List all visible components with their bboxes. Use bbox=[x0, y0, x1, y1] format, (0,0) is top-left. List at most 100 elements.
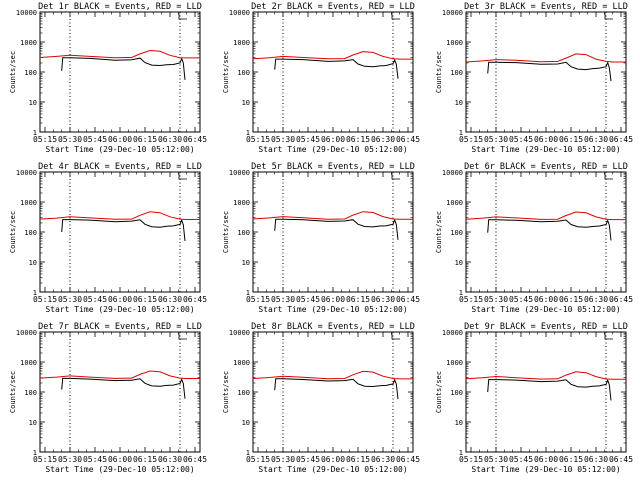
x-tick-label: 05:30 bbox=[58, 135, 82, 144]
x-axis-label: Start Time (29-Dec-10 05:12:00) bbox=[471, 305, 620, 314]
x-axis-label: Start Time (29-Dec-10 05:12:00) bbox=[471, 145, 620, 154]
x-tick-label: 06:15 bbox=[346, 455, 370, 464]
y-tick-label: 1000 bbox=[20, 39, 37, 47]
plot-frame bbox=[39, 171, 201, 293]
x-tick-label: 05:45 bbox=[83, 295, 107, 304]
y-axis-label: Counts/sec bbox=[9, 51, 17, 93]
series-lld-line bbox=[465, 53, 626, 63]
x-tick-label: 06:45 bbox=[396, 135, 420, 144]
x-tick-label: 06:15 bbox=[559, 295, 583, 304]
panel-title: Det 4r BLACK = Events, RED = LLD bbox=[38, 162, 202, 172]
y-tick-label: 100 bbox=[24, 229, 37, 237]
y-tick-label: 10000 bbox=[442, 9, 463, 17]
y-tick-label: 10 bbox=[455, 419, 463, 427]
x-tick-label: 05:45 bbox=[296, 135, 320, 144]
x-tick-label: 06:15 bbox=[133, 295, 157, 304]
y-tick-label: 1 bbox=[33, 449, 37, 457]
plot-frame bbox=[465, 11, 627, 133]
x-tick-label: 05:30 bbox=[58, 295, 82, 304]
x-tick-label: 06:30 bbox=[158, 135, 182, 144]
x-axis-label: Start Time (29-Dec-10 05:12:00) bbox=[258, 305, 407, 314]
x-tick-label: 06:30 bbox=[584, 135, 608, 144]
y-tick-label: 1000 bbox=[233, 199, 250, 207]
x-tick-label: 06:30 bbox=[371, 135, 395, 144]
y-axis-label: Counts/sec bbox=[222, 211, 230, 253]
y-tick-label: 1 bbox=[459, 289, 463, 297]
x-tick-label: 06:00 bbox=[534, 135, 558, 144]
panel-det-5: Det 5r BLACK = Events, RED = LLD 1 10 100 10… bbox=[222, 162, 420, 314]
panel-title: Det 7r BLACK = Events, RED = LLD bbox=[38, 322, 202, 332]
x-axis-label: Start Time (29-Dec-10 05:12:00) bbox=[258, 465, 407, 474]
x-tick-label: 05:45 bbox=[296, 295, 320, 304]
x-tick-label: 06:15 bbox=[559, 135, 583, 144]
y-tick-label: 10 bbox=[29, 259, 37, 267]
panel-title: Det 8r BLACK = Events, RED = LLD bbox=[251, 322, 415, 332]
y-tick-label: 100 bbox=[450, 69, 463, 77]
y-tick-label: 10 bbox=[29, 99, 37, 107]
x-tick-label: 05:15 bbox=[459, 295, 483, 304]
x-tick-label: 06:45 bbox=[396, 455, 420, 464]
marker-bracket bbox=[604, 173, 613, 180]
panel-title: Det 1r BLACK = Events, RED = LLD bbox=[38, 2, 202, 12]
x-tick-label: 05:15 bbox=[246, 455, 270, 464]
y-tick-label: 100 bbox=[237, 229, 250, 237]
y-tick-label: 1000 bbox=[20, 359, 37, 367]
x-tick-label: 06:00 bbox=[321, 295, 345, 304]
y-tick-label: 10000 bbox=[229, 169, 250, 177]
x-tick-label: 05:45 bbox=[83, 455, 107, 464]
x-tick-label: 06:45 bbox=[183, 455, 207, 464]
x-tick-label: 06:00 bbox=[321, 135, 345, 144]
y-tick-label: 100 bbox=[24, 389, 37, 397]
panel-title: Det 6r BLACK = Events, RED = LLD bbox=[464, 162, 628, 172]
x-tick-label: 06:00 bbox=[108, 135, 132, 144]
series-events-line bbox=[487, 219, 612, 241]
y-tick-label: 100 bbox=[450, 389, 463, 397]
x-tick-label: 06:00 bbox=[108, 295, 132, 304]
y-tick-label: 10000 bbox=[442, 169, 463, 177]
panel-title: Det 2r BLACK = Events, RED = LLD bbox=[251, 2, 415, 12]
series-lld-line bbox=[252, 51, 413, 60]
panel-det-6: Det 6r BLACK = Events, RED = LLD 1 10 100 10… bbox=[435, 162, 633, 314]
x-tick-label: 06:45 bbox=[609, 295, 633, 304]
y-tick-label: 1 bbox=[33, 129, 37, 137]
y-tick-label: 10 bbox=[242, 99, 250, 107]
panel-det-1: Det 1r BLACK = Events, RED = LLD 1 10 100 10… bbox=[9, 2, 207, 154]
marker-bracket bbox=[604, 13, 613, 20]
x-tick-label: 06:00 bbox=[534, 455, 558, 464]
x-tick-label: 06:30 bbox=[158, 455, 182, 464]
x-tick-label: 05:45 bbox=[509, 455, 533, 464]
x-tick-label: 05:45 bbox=[509, 135, 533, 144]
x-tick-label: 05:15 bbox=[246, 135, 270, 144]
series-events-line bbox=[61, 377, 186, 399]
series-events-line bbox=[61, 57, 186, 80]
x-tick-label: 06:00 bbox=[108, 455, 132, 464]
y-tick-label: 1000 bbox=[446, 39, 463, 47]
x-axis-label: Start Time (29-Dec-10 05:12:00) bbox=[45, 305, 194, 314]
x-tick-label: 05:30 bbox=[484, 295, 508, 304]
series-lld-line bbox=[252, 370, 413, 380]
series-lld-line bbox=[39, 370, 200, 379]
y-tick-label: 10000 bbox=[442, 329, 463, 337]
series-events-line bbox=[274, 378, 399, 400]
x-tick-label: 05:30 bbox=[271, 135, 295, 144]
y-tick-label: 1000 bbox=[233, 359, 250, 367]
y-tick-label: 10000 bbox=[16, 169, 37, 177]
y-tick-label: 1 bbox=[459, 449, 463, 457]
panel-det-4: Det 4r BLACK = Events, RED = LLD 1 10 100 10… bbox=[9, 162, 207, 314]
x-tick-label: 05:15 bbox=[33, 135, 57, 144]
x-tick-label: 05:15 bbox=[33, 295, 57, 304]
marker-bracket bbox=[604, 333, 613, 340]
x-tick-label: 05:30 bbox=[484, 135, 508, 144]
x-tick-label: 06:45 bbox=[183, 135, 207, 144]
series-events-line bbox=[487, 61, 612, 82]
marker-bracket bbox=[391, 173, 400, 180]
y-tick-label: 10000 bbox=[16, 329, 37, 337]
x-tick-label: 06:15 bbox=[346, 135, 370, 144]
marker-bracket bbox=[178, 13, 187, 20]
panel-det-2: Det 2r BLACK = Events, RED = LLD 1 10 100 10… bbox=[222, 2, 420, 154]
x-tick-label: 05:15 bbox=[459, 455, 483, 464]
y-tick-label: 100 bbox=[237, 69, 250, 77]
plot-frame bbox=[39, 11, 201, 133]
y-tick-label: 1000 bbox=[446, 199, 463, 207]
